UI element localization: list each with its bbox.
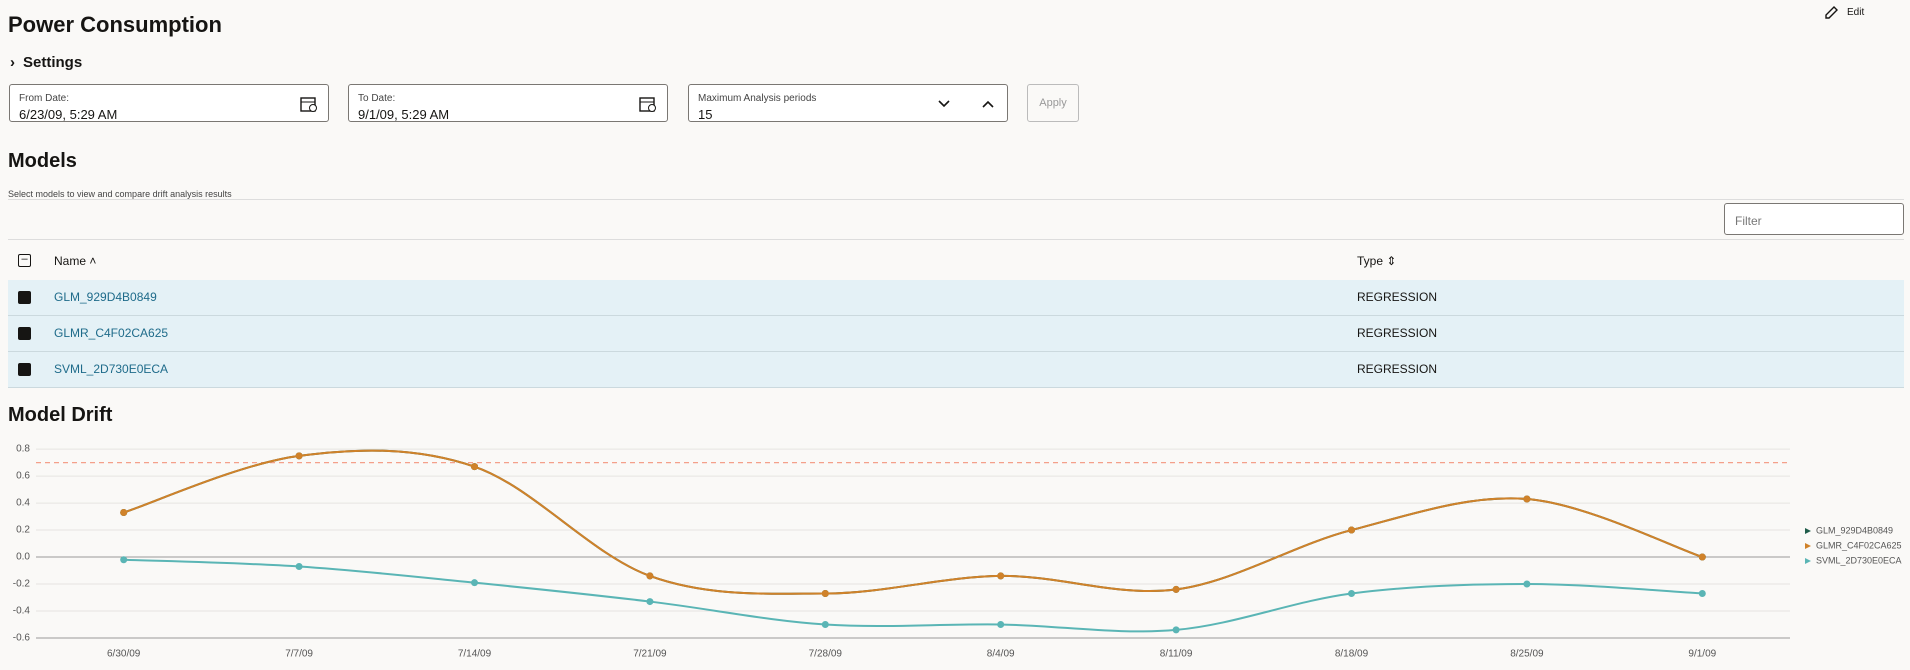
legend-label: GLM_929D4B0849	[1816, 525, 1893, 535]
to-value: 9/1/09, 5:29 AM	[358, 107, 450, 122]
y-tick-label: 0.0	[16, 552, 30, 563]
data-point	[120, 556, 128, 564]
data-point	[1523, 580, 1531, 588]
model-name[interactable]: SVML_2D730E0ECA	[54, 362, 169, 376]
select-all[interactable]: –	[18, 254, 31, 267]
apply-button[interactable]: Apply	[1027, 84, 1079, 122]
calendar-icon	[639, 97, 656, 112]
data-point	[295, 452, 303, 460]
x-tick-label: 6/30/09	[107, 649, 141, 660]
chart-title: Model Drift	[8, 404, 113, 426]
checkbox[interactable]	[18, 363, 31, 376]
y-tick-label: 0.2	[16, 525, 30, 536]
checkbox[interactable]	[18, 327, 31, 340]
series-line	[123, 558, 1703, 633]
x-tick-label: 8/4/09	[987, 649, 1015, 660]
periods-label: Maximum Analysis periods	[698, 93, 817, 104]
data-point	[997, 572, 1005, 580]
type-header[interactable]: Type ⇕	[1357, 254, 1397, 268]
data-point	[1523, 495, 1531, 503]
legend-marker	[1805, 558, 1811, 564]
y-tick-label: 0.4	[16, 498, 30, 509]
filter-input[interactable]: Filter	[1724, 203, 1904, 235]
data-point	[471, 463, 478, 471]
model-type: REGRESSION	[1357, 362, 1438, 376]
table-row[interactable]: SVML_2D730E0ECA REGRESSION	[8, 352, 1904, 388]
x-tick-label: 7/28/09	[809, 649, 843, 660]
model-type: REGRESSION	[1357, 326, 1438, 340]
model-name[interactable]: GLM_929D4B0849	[54, 290, 157, 304]
edit-label: Edit	[1847, 7, 1865, 18]
to-label: To Date:	[358, 93, 396, 104]
data-point	[646, 572, 654, 580]
data-point	[1348, 589, 1355, 597]
column-label: Type	[1357, 254, 1384, 268]
legend-marker	[1805, 543, 1811, 549]
edit-button[interactable]: Edit	[1825, 6, 1865, 19]
models-subtitle: Select models to view and compare drift …	[8, 189, 232, 199]
model-type: REGRESSION	[1357, 290, 1438, 304]
data-point	[1698, 553, 1706, 561]
data-point	[1348, 526, 1355, 534]
checkbox[interactable]	[18, 291, 31, 304]
data-point	[1698, 589, 1706, 597]
settings-title: Settings	[23, 54, 83, 71]
data-point	[1172, 585, 1180, 593]
edit-icon	[1825, 6, 1838, 19]
divider	[8, 199, 1904, 200]
column-label: Name	[54, 254, 87, 268]
table-row[interactable]: GLMR_C4F02CA625 REGRESSION	[8, 316, 1904, 352]
x-tick-label: 8/25/09	[1510, 649, 1544, 660]
periods-input[interactable]: Maximum Analysis periods 15	[688, 84, 1008, 122]
y-tick-label: 0.6	[16, 471, 30, 482]
calendar-icon	[300, 97, 317, 112]
periods-value: 15	[698, 107, 713, 122]
from-value: 6/23/09, 5:29 AM	[19, 107, 118, 122]
y-tick-label: -0.4	[13, 606, 31, 617]
from-label: From Date:	[19, 93, 70, 104]
x-tick-label: 7/21/09	[633, 649, 667, 660]
x-tick-label: 9/1/09	[1688, 649, 1716, 660]
x-tick-label: 7/14/09	[458, 649, 492, 660]
data-point	[120, 509, 128, 517]
stepper-icons	[938, 100, 994, 108]
from-date[interactable]: From Date: 6/23/09, 5:29 AM	[9, 84, 329, 122]
y-tick-label: -0.2	[13, 579, 31, 590]
legend-label: SVML_2D730E0ECA	[1816, 555, 1902, 565]
data-point	[1172, 626, 1180, 634]
y-tick-label: -0.6	[13, 633, 31, 644]
legend-label: GLMR_C4F02CA625	[1816, 540, 1902, 550]
data-point	[295, 562, 303, 570]
data-point	[821, 589, 829, 597]
table-row[interactable]: GLM_929D4B0849 REGRESSION	[8, 280, 1904, 316]
settings-toggle[interactable]: › Settings	[10, 54, 83, 71]
x-tick-label: 8/18/09	[1335, 649, 1369, 660]
y-tick-label: 0.8	[16, 444, 30, 455]
series-line	[123, 449, 1703, 595]
to-date[interactable]: To Date: 9/1/09, 5:29 AM	[348, 84, 668, 122]
x-tick-label: 7/7/09	[285, 649, 313, 660]
legend-marker	[1805, 528, 1811, 534]
name-header[interactable]: Name ˄	[54, 254, 97, 268]
divider	[8, 239, 1904, 240]
page-title: Power Consumption	[8, 12, 222, 37]
data-point	[471, 579, 478, 587]
data-point	[997, 621, 1005, 629]
models-title: Models	[8, 150, 77, 172]
x-tick-label: 8/11/09	[1160, 649, 1193, 660]
data-point	[821, 621, 829, 629]
data-point	[646, 598, 654, 606]
chart: -0.6 -0.4 -0.2 0.0 0.2 0.4 0.6 0.8 6/30/09 7/7/09…	[13, 444, 1902, 660]
model-name[interactable]: GLMR_C4F02CA625	[54, 326, 169, 340]
